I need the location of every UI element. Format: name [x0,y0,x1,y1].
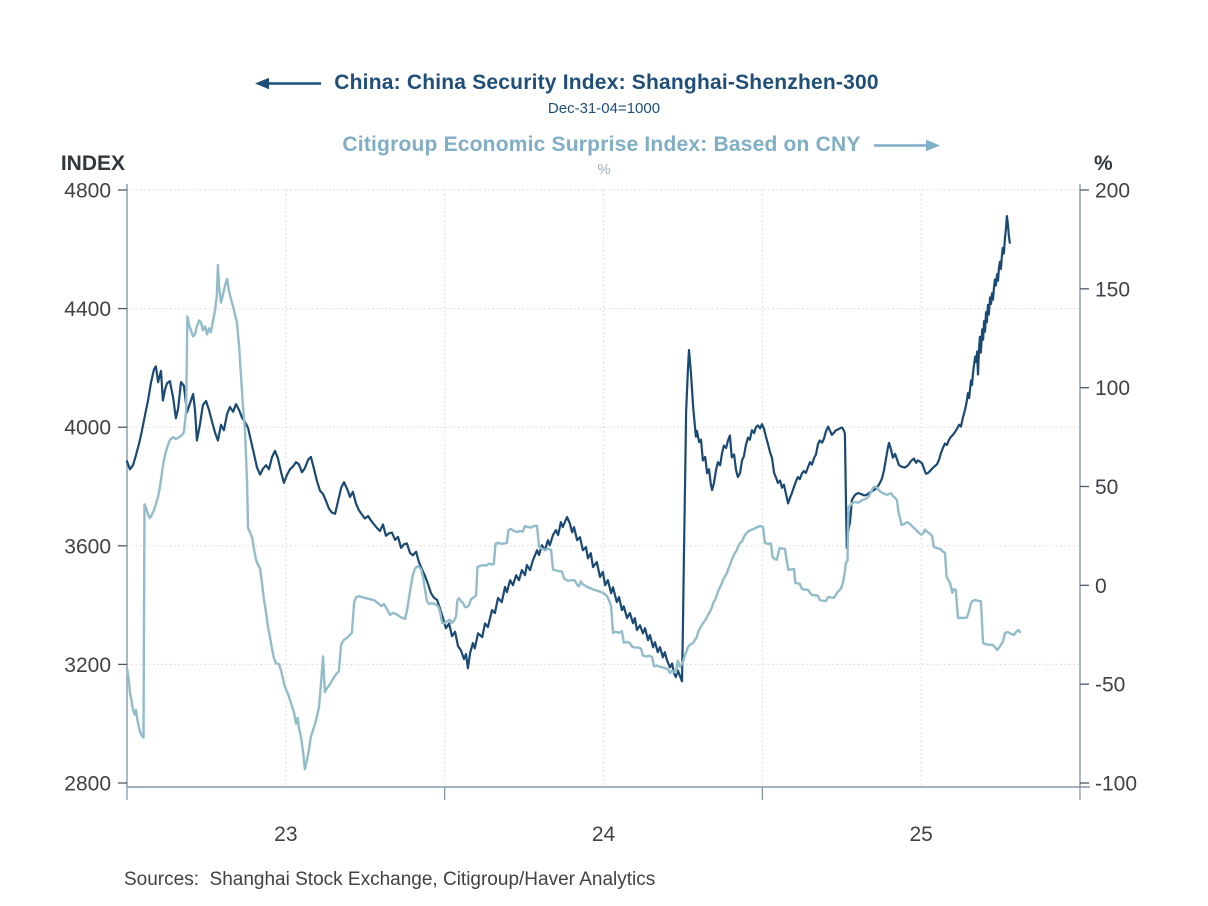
svg-text:4000: 4000 [64,417,111,440]
series2-title-row: Citigroup Economic Surprise Index: Based… [37,133,1208,157]
svg-text:3600: 3600 [64,535,111,558]
series2-line [125,263,1022,771]
gridlines [127,189,1080,787]
svg-text:2800: 2800 [64,773,111,796]
axis-tick-labels: 4800 4400 4000 3600 3200 2800 200 150 100 50 0 -50 -… [64,180,1137,847]
svg-text:50: 50 [1095,476,1118,499]
svg-text:4800: 4800 [64,180,111,203]
series1-title-row: China: China Security Index: Shanghai-Sh… [0,71,1171,95]
svg-text:150: 150 [1095,278,1130,301]
series-lines [125,215,1022,771]
svg-text:-50: -50 [1095,674,1125,697]
series2-subtitle: % [597,161,611,178]
svg-text:3200: 3200 [64,654,111,677]
svg-text:0: 0 [1095,575,1107,598]
svg-text:200: 200 [1095,180,1130,203]
series1-subtitle: Dec-31-04=1000 [547,100,661,117]
svg-text:24: 24 [592,823,616,846]
svg-text:23: 23 [274,823,297,846]
svg-text:4400: 4400 [64,298,111,321]
axis-ticks [118,189,1089,800]
svg-text:100: 100 [1095,377,1130,400]
left-axis-header: INDEX [60,152,125,175]
svg-text:-100: -100 [1095,773,1137,796]
series1-title: China: China Security Index: Shanghai-Sh… [334,71,879,94]
right-axis-header: % [1094,152,1113,175]
right-arrow-icon [873,139,940,151]
svg-text:25: 25 [909,823,932,846]
left-arrow-icon [255,77,322,89]
axes [126,184,1090,788]
series1-line [125,215,1011,683]
sources-note: Sources: Shanghai Stock Exchange, Citigr… [124,869,656,890]
series2-title: Citigroup Economic Surprise Index: Based… [342,133,861,156]
